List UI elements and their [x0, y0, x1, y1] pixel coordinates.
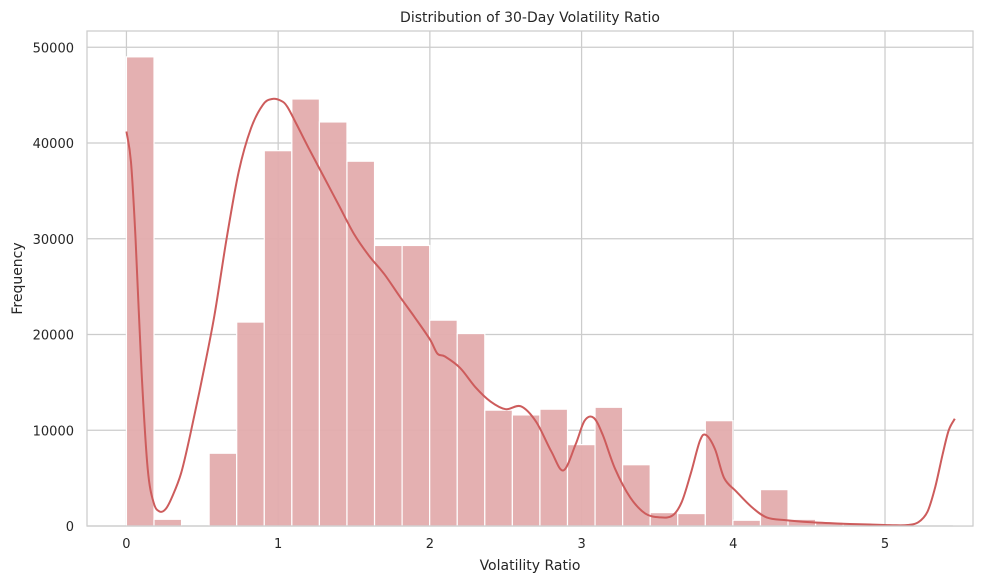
histogram-bar: [401, 244, 431, 527]
plot-frame: [86, 30, 974, 527]
histogram-bar: [484, 409, 513, 527]
histogram-bar: [125, 56, 155, 527]
histogram-bar: [732, 519, 762, 527]
histogram-bar: [263, 150, 293, 527]
histogram-bar: [704, 420, 734, 527]
histogram-bar: [429, 319, 458, 527]
histogram-bar: [677, 512, 706, 527]
x-tick-label: 0: [122, 537, 130, 552]
histogram-bar: [236, 321, 265, 527]
y-axis-label: Frequency: [10, 242, 26, 314]
x-tick-label: 4: [729, 537, 737, 552]
histogram-bar: [291, 98, 321, 527]
histogram-bar: [346, 160, 376, 527]
histogram-bar: [622, 464, 651, 527]
histogram-bar: [373, 244, 403, 527]
y-tick-label: 50000: [33, 41, 74, 56]
x-tick-labels: 0 1 2 3 4 5: [122, 537, 889, 552]
kde-curve-layer: [125, 97, 956, 527]
x-tick-label: 1: [274, 537, 282, 552]
x-axis-label: Volatility Ratio: [480, 558, 581, 574]
kde-curve: [125, 97, 956, 527]
histogram-bar: [456, 332, 486, 527]
y-tick-label: 40000: [33, 137, 74, 152]
y-tick-label: 10000: [33, 424, 74, 439]
histogram-bar: [153, 518, 183, 527]
x-tick-label: 5: [881, 537, 889, 552]
chart-title: Distribution of 30-Day Volatility Ratio: [400, 10, 660, 26]
histogram-bar: [511, 414, 541, 527]
x-tick-label: 2: [426, 537, 434, 552]
histogram-bar: [318, 121, 348, 527]
histogram-bar: [539, 408, 569, 527]
y-tick-label: 0: [66, 520, 74, 535]
histogram-bar: [208, 452, 238, 527]
x-tick-label: 3: [577, 537, 585, 552]
histogram-bar: [566, 444, 596, 527]
histogram-bars: [125, 56, 982, 527]
y-tick-label: 20000: [33, 329, 74, 344]
y-tick-label: 30000: [33, 233, 74, 248]
y-tick-labels: 0 10000 20000 30000 40000 50000: [33, 41, 74, 535]
